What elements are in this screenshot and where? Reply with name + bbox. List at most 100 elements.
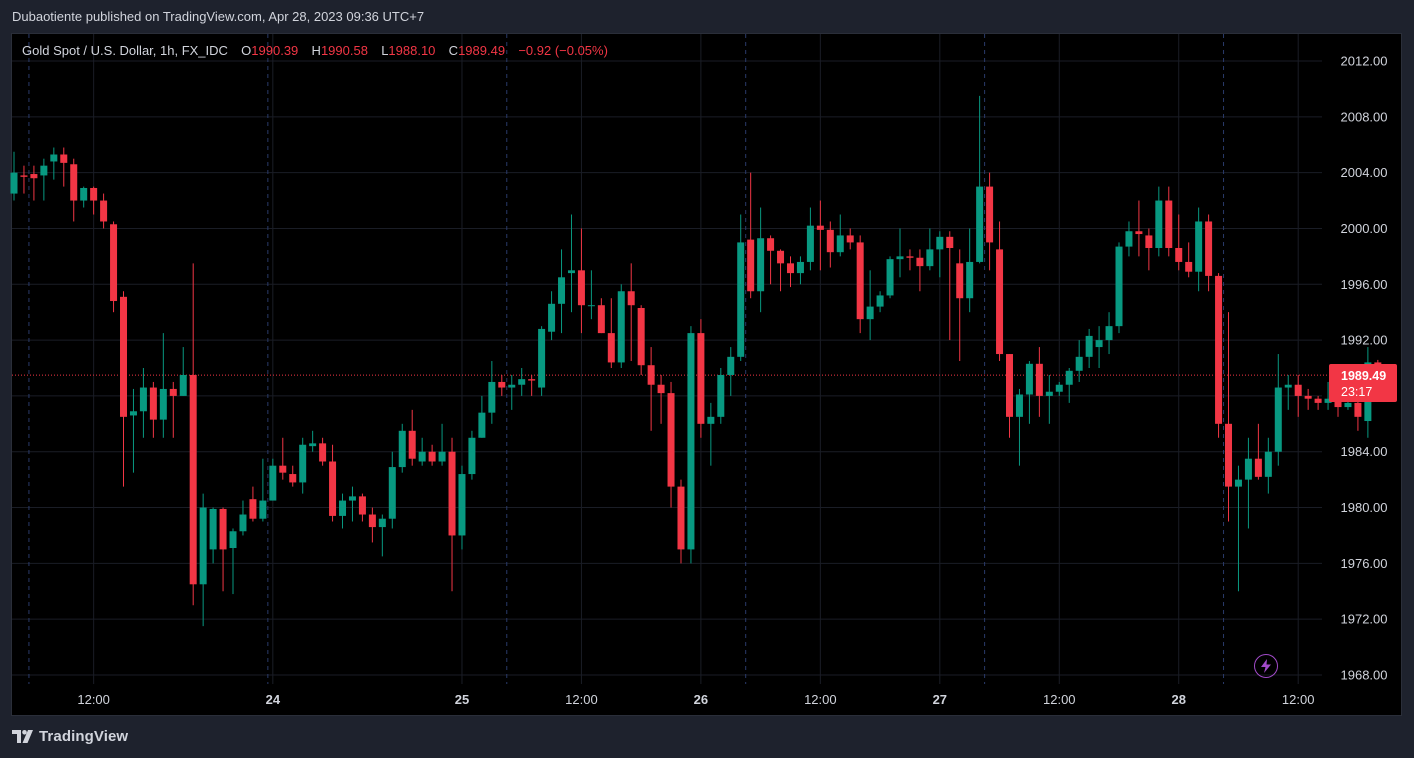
chart-pane[interactable]	[11, 33, 1402, 716]
candle	[1045, 374, 1053, 424]
high-label: H	[311, 43, 321, 58]
candle-body	[1234, 479, 1242, 487]
candle-body	[30, 174, 38, 179]
low-label: L	[381, 43, 389, 58]
candle	[558, 249, 566, 334]
candle-body	[558, 277, 566, 304]
candle	[976, 95, 984, 264]
candle-body	[916, 257, 924, 267]
candle	[120, 291, 128, 487]
candle-body	[996, 249, 1004, 355]
symbol-label[interactable]: Gold Spot / U.S. Dollar, 1h, FX_IDC	[22, 43, 228, 58]
candle-body	[80, 187, 88, 201]
candle	[727, 347, 735, 396]
candle	[169, 381, 177, 438]
candle-body	[179, 374, 187, 396]
candle-body	[697, 333, 705, 424]
candle	[548, 291, 556, 341]
candle	[617, 284, 625, 368]
candle-body	[886, 259, 894, 296]
candle	[627, 263, 635, 362]
candle-body	[1274, 387, 1282, 452]
candle	[1234, 465, 1242, 592]
candle-body	[717, 374, 725, 417]
y-tick-label: 1992.00	[1341, 333, 1388, 348]
candle	[1195, 207, 1203, 292]
candle-body	[667, 393, 675, 487]
candle	[946, 231, 954, 341]
candle-body	[378, 518, 386, 528]
candle	[936, 231, 944, 278]
candle-body	[956, 263, 964, 299]
candle	[1314, 395, 1322, 410]
candle-body	[428, 451, 436, 462]
tradingview-logo-icon[interactable]	[12, 729, 34, 744]
candle-body	[538, 328, 546, 388]
candle	[747, 172, 755, 299]
candle	[806, 207, 814, 271]
candle-body	[597, 305, 605, 334]
candle	[1324, 381, 1332, 410]
candle	[60, 147, 68, 187]
candle-body	[976, 186, 984, 262]
candle-body	[1115, 246, 1123, 327]
candle	[667, 381, 675, 508]
candle-body	[846, 235, 854, 243]
candle	[518, 368, 526, 396]
y-tick-label: 1968.00	[1341, 668, 1388, 683]
candle-body	[1244, 458, 1252, 480]
candle	[926, 228, 934, 271]
session-separators	[28, 34, 1225, 684]
candle	[259, 458, 267, 522]
candle	[757, 207, 765, 313]
candle-body	[199, 507, 207, 585]
candle-body	[767, 238, 775, 251]
lightning-icon[interactable]	[1254, 654, 1278, 678]
candle	[1125, 221, 1133, 257]
candle-body	[567, 270, 575, 274]
x-tick-label: 12:00	[1043, 692, 1076, 707]
footer: TradingView	[12, 728, 128, 745]
candle-body	[1055, 384, 1063, 392]
candle-body	[518, 379, 526, 385]
x-tick-label: 27	[933, 692, 947, 707]
candle-body	[786, 263, 794, 274]
candle	[986, 172, 994, 271]
candle-body	[1195, 221, 1203, 272]
tradingview-brand[interactable]: TradingView	[39, 728, 129, 745]
candle	[249, 486, 257, 522]
publisher-header: Dubaotiente published on TradingView.com…	[12, 9, 425, 24]
candle-body	[1334, 398, 1342, 408]
candle-body	[259, 500, 267, 519]
candle-body	[866, 306, 874, 320]
candle	[348, 486, 356, 522]
candle	[697, 319, 705, 438]
candle-body	[796, 261, 804, 274]
candle-body	[607, 333, 615, 363]
candle-body	[856, 242, 864, 320]
candle-body	[1145, 235, 1153, 248]
candle-body	[1175, 247, 1183, 262]
candle-body	[368, 514, 376, 528]
candle-body	[587, 305, 595, 307]
candle	[229, 528, 237, 595]
candle	[1105, 312, 1113, 355]
candle	[269, 458, 277, 501]
candle	[508, 374, 516, 410]
candle	[129, 388, 137, 473]
candle-body	[60, 154, 68, 163]
candle-body	[189, 374, 197, 585]
candle-body	[1344, 402, 1352, 408]
candle	[408, 409, 416, 466]
candle-body	[110, 224, 118, 302]
candle-body	[1185, 261, 1193, 272]
candle-body	[1045, 391, 1053, 396]
candle	[368, 507, 376, 543]
candles	[10, 95, 1382, 627]
candle	[836, 214, 844, 257]
candle	[239, 500, 247, 536]
candle-body	[289, 474, 297, 483]
candle-body	[677, 486, 685, 550]
x-tick-label: 26	[694, 692, 708, 707]
